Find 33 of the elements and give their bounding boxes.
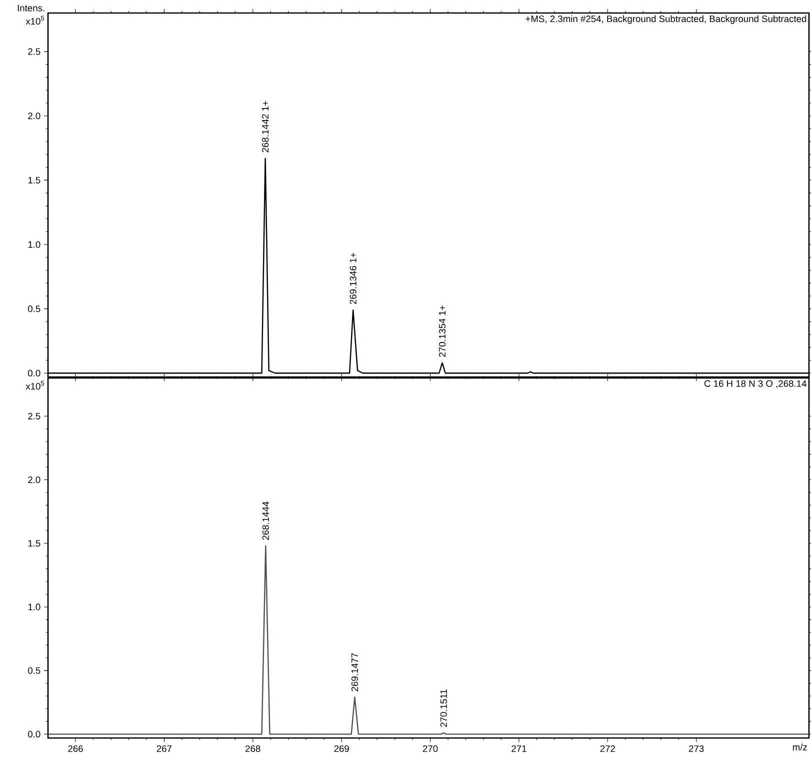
y-tick-label: 1.5: [28, 540, 40, 547]
y-tick-label: 1.5: [28, 176, 40, 184]
text: x10$^{5}$: [26, 380, 44, 390]
x-tick-label: 273: [689, 745, 704, 752]
y-tick-label: 0.0: [28, 370, 40, 376]
x-tick-label: 272: [600, 745, 615, 752]
annotation: 268.1442 1+: [262, 101, 269, 152]
x-tick-label: 266: [68, 745, 83, 752]
annotation: 270.1354 1+: [438, 306, 446, 357]
x-tick-label: 267: [156, 745, 172, 752]
annotation: 270.1511: [440, 690, 447, 727]
y-tick-label: 2.0: [28, 112, 40, 120]
chart-title: +MS, 2.3min #254, Background Subtracted, Background Subtracted: [526, 15, 806, 24]
x-axis-title: m/z: [792, 744, 807, 750]
annotation: 269.1346 1+: [350, 252, 356, 304]
x-tick-label: 271: [512, 745, 526, 752]
y-tick-label: 0.5: [28, 306, 40, 312]
y-tick-label: 2.0: [28, 476, 40, 484]
y-tick-label: 0.5: [28, 667, 40, 674]
annotation: 268.1444: [262, 502, 269, 540]
x-tick-label: 269: [334, 745, 349, 752]
y-tick-label: 2.5: [28, 412, 40, 420]
y-tick-label: 0.0: [28, 730, 40, 738]
y-tick-label: 1.0: [28, 241, 40, 248]
text: x10$^{5}$: [26, 16, 44, 25]
x-tick-label: 268: [246, 745, 260, 752]
line-series: [47, 545, 810, 735]
x-tick-label: 270: [422, 745, 438, 752]
annotation: 269.1477: [351, 653, 358, 692]
y-axis-title: Intens.: [18, 4, 44, 12]
y-tick-label: 1.0: [28, 604, 40, 610]
y-tick-label: 2.5: [28, 48, 40, 55]
chart-title: C 16 H 18 N 3 O ,268.14: [704, 380, 806, 388]
